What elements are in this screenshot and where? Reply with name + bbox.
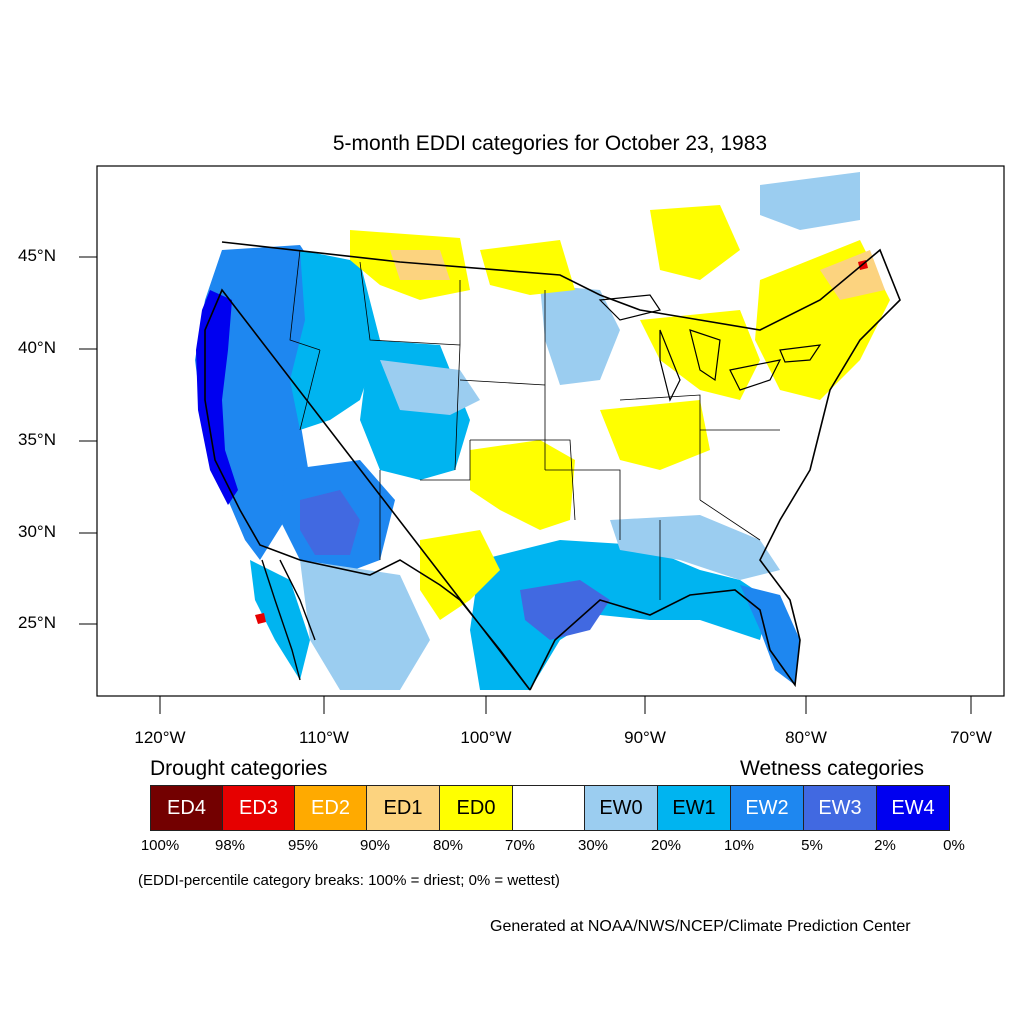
legend-label-ew4: EW4 xyxy=(891,796,935,819)
lat-label-30n: 30°N xyxy=(18,522,56,541)
lat-label-40n: 40°N xyxy=(18,338,56,357)
pacific-coast-ew4-region xyxy=(196,290,238,505)
legend-swatch-ed4: ED4 xyxy=(150,786,223,830)
lon-label-70w: 70°W xyxy=(950,728,992,747)
gulf-coast-ew1-region xyxy=(470,540,770,690)
southern-plains-ed0-region xyxy=(470,440,575,530)
intermountain-ew1-region xyxy=(290,250,380,430)
canada-east-ed0-region xyxy=(650,205,740,280)
category-legend: ED4 ED3 ED2 ED1 ED0 EW0 EW1 EW2 EW3 EW4 xyxy=(150,785,950,831)
legend-swatch-ew0: EW0 xyxy=(585,786,658,830)
lat-label-45n: 45°N xyxy=(18,246,56,265)
latitude-ticks xyxy=(79,256,97,625)
map-field xyxy=(195,172,901,691)
baja-ew1-region xyxy=(250,560,310,680)
legend-label-ed4: ED4 xyxy=(167,796,206,819)
map-title: 5-month EDDI categories for October 23, … xyxy=(332,132,768,155)
midwest-ed0-region xyxy=(600,400,710,470)
break-label-5: 5% xyxy=(801,837,823,854)
legend-label-ew1: EW1 xyxy=(672,796,716,819)
legend-swatch-ew4: EW4 xyxy=(877,786,950,830)
break-label-90: 90% xyxy=(359,837,391,854)
legend-swatch-ew1: EW1 xyxy=(658,786,731,830)
montana-ed1-region xyxy=(390,250,450,280)
us-outline xyxy=(204,241,901,691)
baja-ed3-spot xyxy=(255,613,266,624)
break-label-2: 2% xyxy=(874,837,896,854)
break-label-30: 30% xyxy=(577,837,609,854)
legend-swatch-ed0: ED0 xyxy=(440,786,513,830)
lon-label-120w: 120°W xyxy=(134,728,186,747)
longitude-ticks xyxy=(159,696,972,714)
break-label-20: 20% xyxy=(650,837,682,854)
canada-ew0-region xyxy=(760,172,860,230)
break-label-95: 95% xyxy=(287,837,319,854)
break-label-80: 80% xyxy=(432,837,464,854)
lon-label-100w: 100°W xyxy=(460,728,512,747)
great-lakes-ed0-region xyxy=(640,310,760,400)
break-label-0: 0% xyxy=(943,837,965,854)
credit-line: Generated at NOAA/NWS/NCEP/Climate Predi… xyxy=(490,918,911,935)
legend-swatch-ed3: ED3 xyxy=(223,786,295,830)
texas-coast-ew3-region xyxy=(520,580,610,640)
break-label-100: 100% xyxy=(140,837,180,854)
dakota-ed0-region xyxy=(480,240,575,295)
southeast-ew0-region xyxy=(610,515,780,580)
legend-label-ew3: EW3 xyxy=(818,796,862,819)
category-breaks-note: (EDDI-percentile category breaks: 100% =… xyxy=(138,872,560,889)
great-lakes xyxy=(598,294,822,402)
lon-label-80w: 80°W xyxy=(785,728,827,747)
legend-label-ew2: EW2 xyxy=(745,796,789,819)
legend-label-ed3: ED3 xyxy=(239,796,278,819)
break-label-70: 70% xyxy=(504,837,536,854)
legend-swatch-ed2: ED2 xyxy=(295,786,367,830)
lon-label-90w: 90°W xyxy=(624,728,666,747)
legend-swatch-ew2: EW2 xyxy=(731,786,804,830)
florida-ew2-region xyxy=(740,585,800,685)
legend-swatch-ew3: EW3 xyxy=(804,786,877,830)
legend-swatch-ed1: ED1 xyxy=(367,786,440,830)
legend-swatch-neutral xyxy=(513,786,585,830)
legend-label-ed2: ED2 xyxy=(311,796,350,819)
legend-label-ed1: ED1 xyxy=(383,796,423,819)
northern-plains-ew0-region xyxy=(540,285,620,385)
lon-label-110w: 110°W xyxy=(299,728,349,747)
break-label-98: 98% xyxy=(214,837,246,854)
legend-label-ed0: ED0 xyxy=(456,796,496,819)
legend-label-ew0: EW0 xyxy=(599,796,643,819)
map-frame xyxy=(96,165,1005,697)
baja-outline xyxy=(261,559,316,681)
drought-categories-heading: Drought categories xyxy=(150,757,328,780)
arizona-ew3-region xyxy=(300,490,360,555)
maine-ed1-region xyxy=(820,250,885,300)
mexico-ew0-region xyxy=(300,560,430,690)
state-boundaries xyxy=(289,249,780,600)
lat-label-25n: 25°N xyxy=(18,613,56,632)
lat-label-35n: 35°N xyxy=(18,430,56,449)
great-plains-ew0-region xyxy=(380,360,480,415)
break-label-10: 10% xyxy=(723,837,755,854)
wetness-categories-heading: Wetness categories xyxy=(740,757,925,780)
texas-ed0-region xyxy=(420,530,500,620)
